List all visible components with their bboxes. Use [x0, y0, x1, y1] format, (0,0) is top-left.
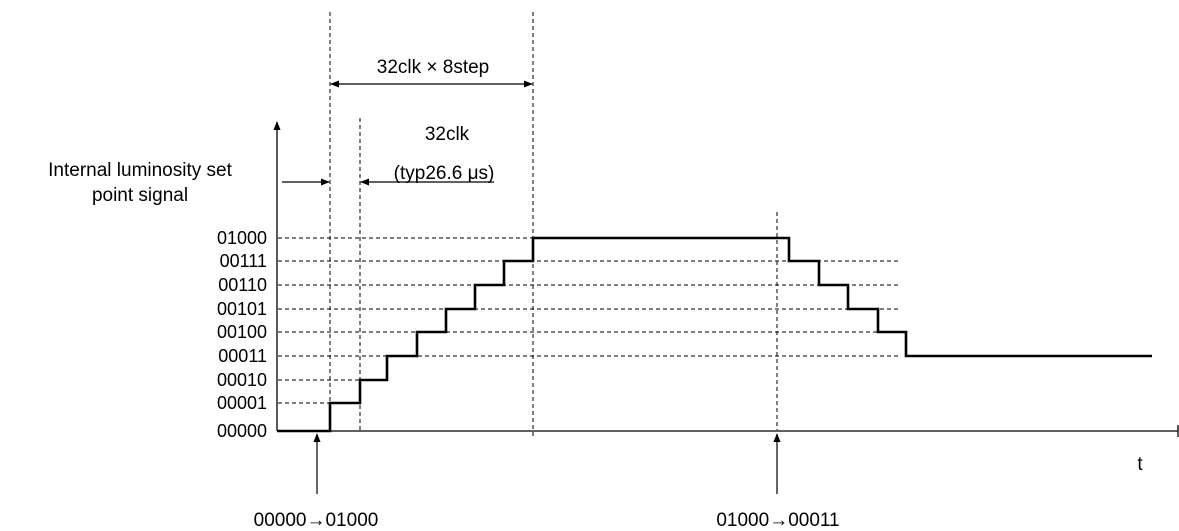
level-labels: 00000 00001 00010 00011 00100 00101 00110 00111… [217, 228, 267, 441]
level-label-00100: 00100 [217, 322, 267, 342]
level-gridlines [278, 237, 900, 404]
luminosity-signal-trace [277, 236, 1152, 433]
level-label-00011: 00011 [218, 346, 267, 366]
level-label-00010: 00010 [217, 370, 267, 390]
t-axis-label: t [1137, 454, 1143, 475]
dim-step-label: 32clk [425, 124, 470, 145]
level-label-00000: 00000 [217, 421, 267, 441]
signal-label-line2: point signal [92, 185, 188, 206]
dim-total-label: 32clk × 8step [377, 57, 490, 78]
level-label-00101: 00101 [217, 299, 267, 319]
level-label-01000: 01000 [217, 228, 267, 248]
signal-label-line1: Internal luminosity set [48, 160, 232, 181]
event-up-label: 00000→01000 [254, 510, 379, 531]
event-down-label: 01000→00011 [716, 510, 839, 531]
level-label-00110: 00110 [218, 275, 267, 295]
level-label-00111: 00111 [220, 251, 267, 271]
level-label-00001: 00001 [217, 393, 267, 413]
dim-step-time-label: (typ26.6 μs) [394, 163, 495, 184]
